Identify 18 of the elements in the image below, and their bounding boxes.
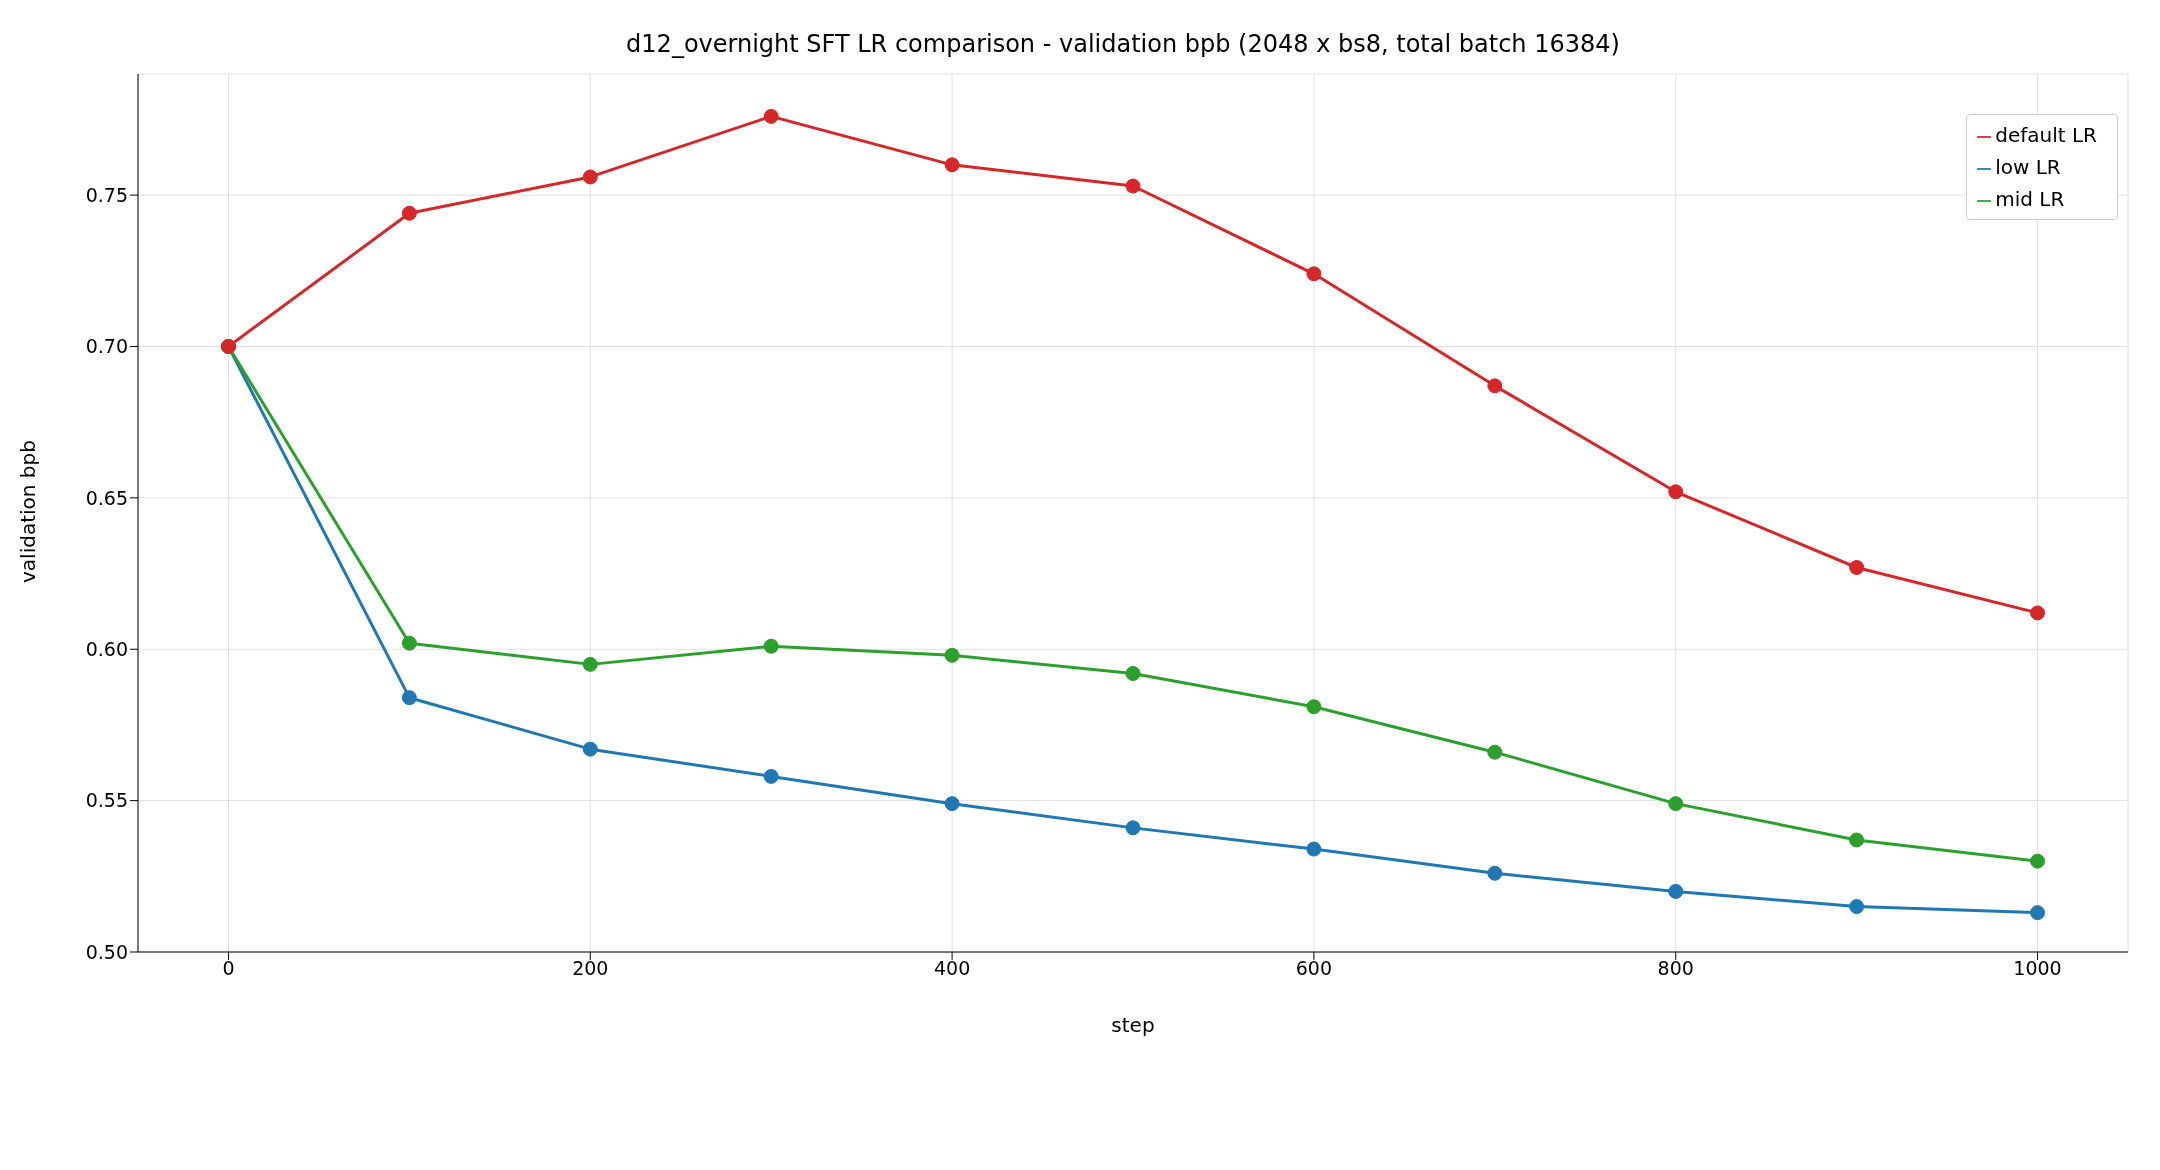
x-tick-label: 400 — [933, 957, 971, 980]
x-tick-label: 0 — [222, 957, 235, 980]
y-axis-title: validation bpb — [16, 440, 41, 583]
x-tick-label: 800 — [1657, 957, 1694, 980]
y-tick-label: 0.55 — [85, 789, 128, 812]
legend-label: low LR — [1995, 155, 2061, 179]
legend-label: mid LR — [1995, 187, 2065, 211]
x-tick-label: 600 — [1295, 957, 1333, 980]
legend-label: default LR — [1995, 123, 2097, 147]
y-tick-label: 0.75 — [85, 183, 128, 206]
y-tick-label: 0.50 — [85, 940, 128, 963]
y-tick-label: 0.65 — [85, 486, 128, 509]
y-tick-label: 0.60 — [85, 637, 128, 660]
x-tick-label: 1000 — [2013, 957, 2062, 980]
y-tick-label: 0.70 — [85, 335, 128, 358]
chart-title: d12_overnight SFT LR comparison - validation bpb (2048 x bs8, total batch 16384) — [625, 29, 1621, 60]
x-axis-title: step — [1111, 1013, 1155, 1037]
x-tick-label: 200 — [572, 957, 609, 980]
